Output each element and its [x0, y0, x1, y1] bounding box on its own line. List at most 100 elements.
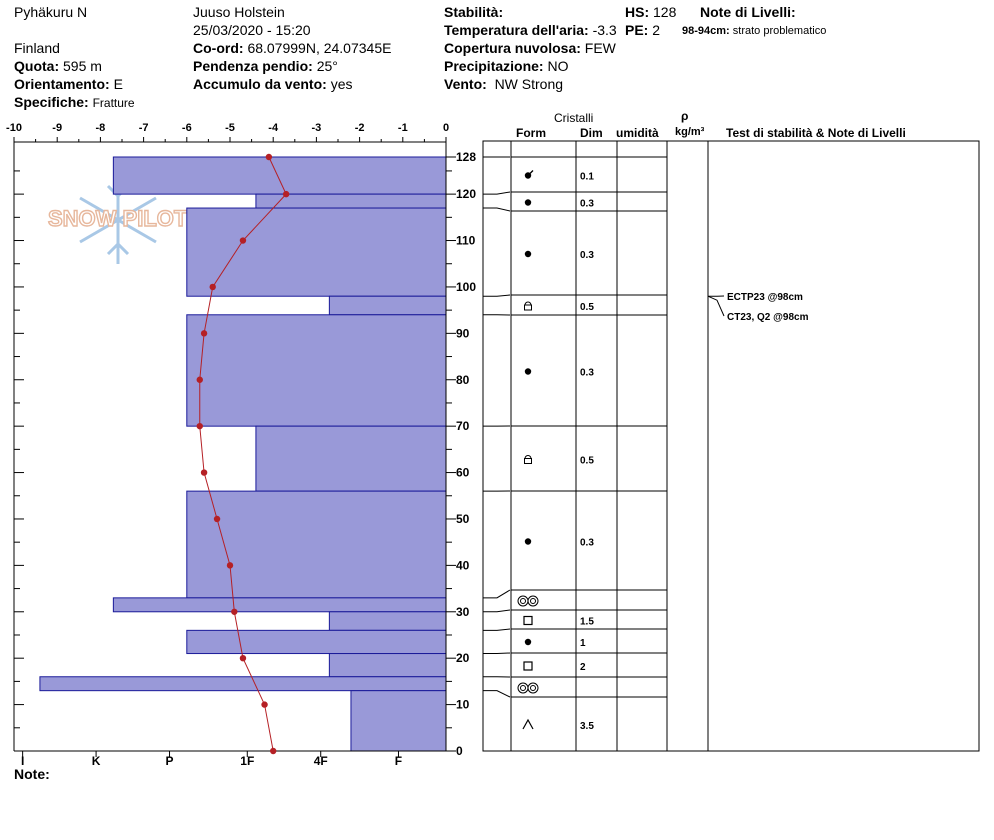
temperature-point	[213, 515, 221, 523]
snow-pilot-watermark: SNOW PILOT	[47, 176, 189, 264]
crystal-size: 0.5	[580, 302, 594, 313]
temperature-tick-label: 0	[443, 122, 449, 134]
crystal-size: 1.5	[580, 617, 594, 628]
temperature-tick-label: -2	[355, 122, 365, 134]
crystal-size: 2	[580, 662, 586, 673]
wind-value: NW Strong	[494, 76, 564, 92]
test-connector	[707, 295, 725, 317]
rounded-icon	[524, 638, 532, 646]
temperature-point	[200, 330, 208, 337]
stability-label: Stabilità:	[444, 4, 504, 20]
precip-value: NO	[547, 58, 569, 74]
specifics: Specifiche: Fratture	[14, 94, 135, 111]
cloud-label: Copertura nuvolosa:	[444, 40, 581, 56]
hardness-layer-bar	[186, 490, 447, 599]
snowflake-icon	[79, 176, 157, 264]
hardness-layer-bar	[255, 425, 447, 492]
layer-connector	[483, 589, 511, 599]
rounded-icon	[524, 538, 532, 545]
crystal-size: 0.5	[580, 456, 594, 467]
faceted-icon	[523, 661, 533, 671]
depth-hoar-icon	[522, 718, 534, 730]
elevation: Quota: 595 m	[14, 58, 102, 74]
air-temp-value: -3.3	[592, 22, 617, 38]
height-tick-label: 30	[456, 605, 470, 619]
temperature-tick-label: -1	[398, 122, 408, 134]
aspect: Orientamento: E	[14, 76, 123, 92]
temperature-tick-label: -4	[268, 122, 279, 134]
crystal-size: 1	[580, 638, 586, 649]
slope-value: 25°	[316, 58, 338, 74]
observation-datetime: 25/03/2020 - 15:20	[193, 22, 311, 38]
air-temp-label: Temperatura dell'aria:	[444, 22, 589, 38]
temperature-point	[239, 654, 247, 662]
height-tick-label: 128	[456, 150, 476, 164]
cloud-cover: Copertura nuvolosa: FEW	[444, 40, 616, 56]
hardness-tick-label: 1F	[240, 754, 254, 768]
layer-connector	[483, 207, 511, 212]
tests-header: Test di stabilità & Note di Livelli	[726, 126, 906, 140]
height-tick-label: 120	[456, 187, 476, 201]
coords-label: Co-ord:	[193, 40, 244, 56]
temperature-tick-label: -10	[6, 122, 22, 134]
temperature-point	[282, 190, 290, 198]
height-tick-label: 50	[456, 512, 470, 526]
hardness-tick-label: 4F	[314, 754, 328, 768]
height-tick-label: 110	[456, 234, 476, 248]
temperature-tick-label: -5	[225, 122, 235, 134]
height-tick-label: 40	[456, 558, 470, 572]
moisture-header: umidità	[616, 126, 659, 140]
temperature-tick-label: -7	[139, 122, 149, 134]
faceted-rounded-icon	[524, 301, 532, 311]
wind-loading-value: yes	[330, 76, 353, 92]
wind-loading-label: Accumulo da vento:	[193, 76, 327, 92]
pe-label: PE:	[625, 22, 649, 38]
hardness-layer-bar	[186, 629, 447, 655]
crystal-size: 0.3	[580, 538, 594, 549]
faceted-icon	[523, 615, 533, 626]
hardness-tick-label: I	[21, 754, 24, 768]
height-tick-label: 80	[456, 373, 470, 387]
rounded-icon	[524, 250, 532, 258]
observer-name: Juuso Holstein	[193, 4, 285, 20]
slope-label: Pendenza pendio:	[193, 58, 313, 74]
air-temperature: Temperatura dell'aria: -3.3	[444, 22, 617, 38]
cloud-value: FEW	[584, 40, 616, 56]
crystal-table-frame	[482, 140, 980, 752]
temperature-point	[265, 153, 273, 161]
melt-forms-icon	[517, 682, 539, 694]
temperature-profile-line	[199, 156, 287, 752]
crystal-size: 0.3	[580, 199, 594, 210]
crystal-size: 0.3	[580, 250, 594, 261]
temperature-point	[261, 701, 268, 708]
temperature-point	[209, 283, 216, 291]
layer-note-text: strato problematico	[732, 25, 827, 37]
precipitation: Precipitazione: NO	[444, 58, 568, 74]
hardness-layer-bar	[112, 597, 447, 613]
temperature-point	[226, 562, 234, 569]
hardness-layer-bar	[186, 314, 447, 427]
height-tick-label: 70	[456, 419, 470, 433]
crystals-header: Cristalli	[554, 111, 594, 125]
layer-note: 98-94cm: strato problematico	[682, 23, 826, 39]
crystal-size: 0.1	[580, 172, 594, 183]
form-header: Form	[516, 126, 546, 140]
hardness-tick-label: K	[92, 754, 101, 768]
aspect-label: Orientamento:	[14, 76, 110, 92]
height-tick-label: 20	[456, 651, 470, 665]
hardness-layer-bar	[186, 207, 447, 297]
hardness-tick-label: F	[395, 754, 402, 768]
hardness-tick-label: P	[166, 754, 174, 768]
hardness-layer-bar	[112, 156, 447, 195]
layer-note-range: 98-94cm:	[682, 25, 730, 37]
rounded-icon	[524, 199, 532, 206]
layer-connector	[483, 652, 511, 655]
layer-connector	[483, 294, 511, 297]
layer-notes-label: Note di Livelli:	[700, 4, 796, 20]
temperature-tick-label: -6	[182, 122, 192, 134]
temperature-tick-label: -9	[52, 122, 62, 134]
temperature-point	[200, 469, 208, 476]
penetration: PE: 2	[625, 22, 660, 38]
pe-value: 2	[652, 22, 661, 38]
